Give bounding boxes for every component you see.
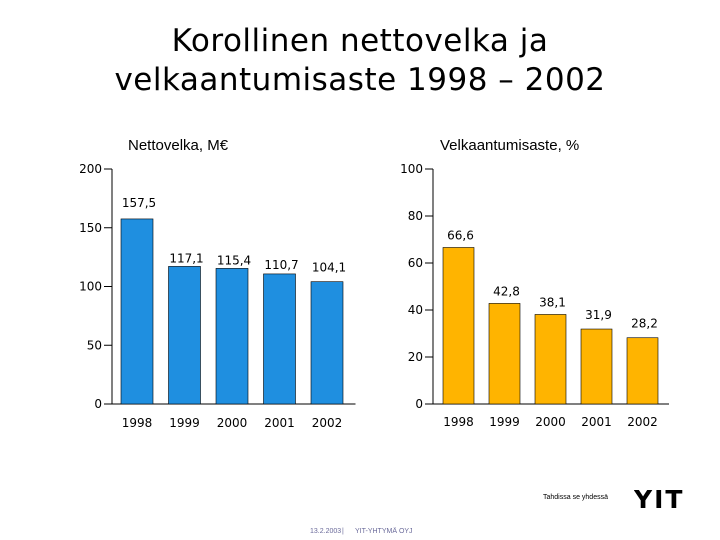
- yit-logo: YIT: [634, 488, 684, 510]
- bar-2000: [215, 268, 249, 405]
- footer-separator: |: [342, 528, 344, 535]
- y-tick-label: 40: [408, 303, 423, 317]
- x-tick-label: 1999: [169, 416, 200, 430]
- footer-slogan: Tahdissa se yhdessä: [543, 494, 608, 501]
- y-tick-label: 0: [415, 397, 423, 411]
- title-line-2: velkaantumisaste 1998 – 2002: [114, 62, 606, 98]
- page-title: Korollinen nettovelka ja velkaantumisast…: [0, 22, 720, 100]
- x-tick-label: 1998: [443, 415, 474, 429]
- data-label: 117,1: [169, 251, 203, 265]
- y-tick-label: 20: [408, 350, 423, 364]
- logo-text: YIT: [634, 488, 684, 510]
- y-tick-label: 60: [408, 256, 423, 270]
- x-tick-label: 1998: [122, 416, 153, 430]
- bar-1998: [442, 247, 475, 405]
- x-tick-label: 2000: [535, 415, 566, 429]
- data-label: 42,8: [493, 284, 520, 298]
- y-tick-label: 200: [79, 162, 102, 176]
- y-tick-label: 150: [79, 221, 102, 235]
- y-tick-label: 100: [400, 162, 423, 176]
- x-tick-label: 1999: [489, 415, 520, 429]
- data-label: 157,5: [122, 196, 156, 210]
- y-tick-label: 100: [79, 280, 102, 294]
- x-tick-label: 2000: [217, 416, 248, 430]
- right-chart-title: Velkaantumisaste, %: [440, 137, 580, 154]
- x-tick-label: 2002: [312, 416, 343, 430]
- data-label: 115,4: [217, 253, 251, 267]
- y-tick-label: 0: [94, 397, 102, 411]
- title-line-1: Korollinen nettovelka ja: [171, 23, 549, 59]
- bar-1999: [168, 266, 201, 405]
- bar-1999: [488, 303, 521, 405]
- data-label: 66,6: [447, 228, 474, 242]
- gearing-chart: 0 20 40 60 80 100 66,6 1998 42,8 1999 38,1 2000 31,9…: [400, 162, 669, 429]
- data-label: 31,9: [585, 308, 612, 322]
- charts-svg: 050100150200157,51998117,11999115,420001…: [79, 162, 669, 430]
- data-label: 104,1: [312, 261, 346, 275]
- x-tick-label: 2001: [581, 415, 612, 429]
- data-label: 38,1: [539, 295, 566, 309]
- bar-2000: [534, 314, 567, 405]
- footer-company: YIT-YHTYMÄ OYJ: [355, 528, 413, 535]
- y-tick-label: 50: [87, 338, 102, 352]
- bar-2001: [580, 328, 613, 405]
- bar-2001: [263, 273, 296, 405]
- bar-2002: [310, 281, 344, 405]
- data-label: 110,7: [264, 258, 298, 272]
- footer-area: [0, 448, 720, 540]
- footer-date: 13.2.2003: [310, 528, 342, 535]
- left-chart-title: Nettovelka, M€: [128, 137, 229, 154]
- x-tick-label: 2001: [264, 416, 295, 430]
- y-tick-label: 80: [408, 209, 423, 223]
- bar-1998: [120, 218, 154, 405]
- data-label: 28,2: [631, 317, 658, 331]
- net-debt-chart: 0 50 100 150 200 157,5 1998 117,1 1999 115,4 2000 1…: [79, 162, 356, 430]
- x-tick-label: 2002: [627, 415, 658, 429]
- bar-2002: [626, 337, 659, 405]
